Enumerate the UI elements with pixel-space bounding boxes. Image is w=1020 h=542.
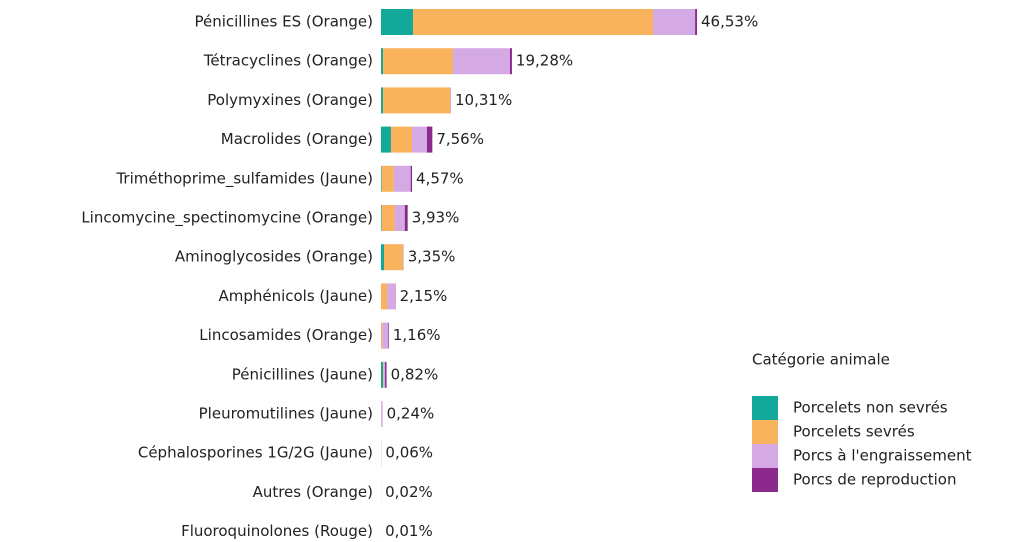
bar-segment (387, 283, 396, 310)
bar-segment (381, 165, 394, 192)
bar-segment (381, 87, 384, 114)
bar-segment (452, 48, 510, 75)
bar-segment (381, 361, 384, 388)
legend-label: Porcs à l'engraissement (793, 447, 972, 465)
category-label: Tétracyclines (Orange) (203, 52, 373, 70)
total-label: 7,56% (436, 130, 484, 148)
category-label: Amphénicols (Jaune) (218, 287, 373, 305)
bar-segment (381, 205, 395, 231)
total-label: 0,24% (387, 405, 435, 423)
total-label: 0,02% (385, 483, 433, 501)
category-label: Pénicillines (Jaune) (232, 365, 373, 383)
total-label: 2,15% (400, 287, 448, 305)
category-label: Pleuromutilines (Jaune) (199, 405, 373, 423)
category-label: Macrolides (Orange) (221, 130, 373, 148)
legend-title: Catégorie animale (752, 351, 890, 369)
bar-segment (403, 244, 404, 271)
bar-segment (393, 165, 411, 192)
total-label: 10,31% (455, 91, 512, 109)
bar-segment (394, 205, 405, 231)
bar-segment (384, 244, 404, 271)
legend-label: Porcelets sevrés (793, 423, 915, 441)
category-label: Céphalosporines 1G/2G (Jaune) (138, 444, 373, 462)
category-label: Fluoroquinolones (Rouge) (181, 522, 373, 540)
bar-segment (381, 205, 382, 231)
bar-segment (381, 401, 383, 427)
legend-swatch (752, 420, 778, 444)
bar-segment (695, 9, 697, 35)
category-label: Lincomycine_spectinomycine (Orange) (81, 209, 373, 228)
bar-segment (381, 165, 382, 192)
category-label: Autres (Orange) (253, 483, 373, 501)
legend-label: Porcs de reproduction (793, 471, 956, 489)
total-label: 3,93% (412, 209, 460, 227)
total-label: 19,28% (516, 52, 573, 70)
legend-swatch (752, 444, 778, 468)
category-label: Triméthoprime_sulfamides (Jaune) (115, 169, 373, 188)
bar-segment (381, 9, 413, 35)
bar-segment (381, 322, 383, 349)
bar-segment (383, 361, 386, 388)
category-label: Lincosamides (Orange) (199, 326, 373, 344)
bar-segment (383, 361, 384, 388)
bar-segment (509, 48, 512, 75)
total-label: 1,16% (393, 326, 441, 344)
bar-segment (411, 126, 427, 153)
bar-segment (385, 361, 387, 388)
total-label: 4,57% (416, 169, 464, 187)
category-label: Aminoglycosides (Orange) (175, 248, 373, 266)
bar-segment (381, 283, 388, 310)
total-label: 46,53% (701, 13, 758, 31)
bar-segment (412, 9, 654, 35)
bar-segment (388, 322, 389, 349)
bar-segment (383, 87, 450, 114)
total-label: 3,35% (408, 248, 456, 266)
bar-segment (426, 126, 433, 153)
bar-segment (381, 126, 391, 153)
bar-segment (653, 9, 696, 35)
category-label: Pénicillines ES (Orange) (194, 13, 373, 31)
category-label: Polymyxines (Orange) (207, 91, 373, 109)
bar-segment (410, 165, 413, 192)
bar-segment (381, 48, 384, 75)
legend-swatch (752, 468, 778, 492)
bar-segment (382, 322, 389, 349)
bar-segment (449, 87, 452, 114)
bar-segment (383, 48, 453, 75)
total-label: 0,82% (391, 365, 439, 383)
total-label: 0,06% (385, 444, 433, 462)
total-label: 0,01% (385, 522, 433, 540)
bar-segment (404, 205, 408, 231)
bar-segment (381, 244, 385, 271)
legend-label: Porcelets non sevrés (793, 399, 948, 417)
bar-segment (390, 126, 412, 153)
legend-swatch (752, 396, 778, 420)
